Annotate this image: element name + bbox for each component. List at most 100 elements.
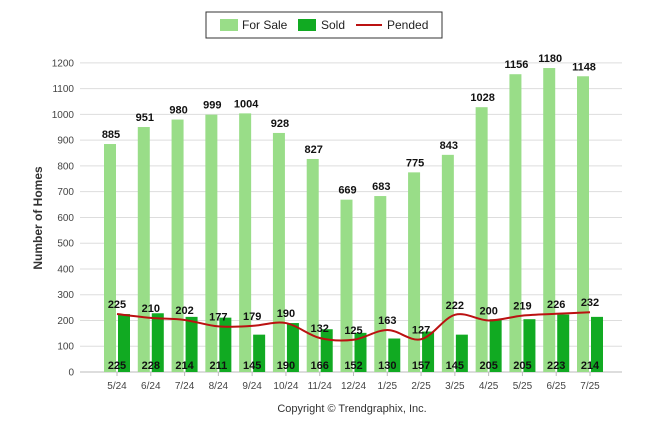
x-tick-label: 6/25 — [546, 381, 566, 392]
data-label-sold: 190 — [277, 360, 295, 372]
data-label-pended: 179 — [243, 311, 261, 323]
bar-for-sale — [239, 113, 252, 372]
legend: For Sale Sold Pended — [205, 11, 443, 39]
x-tick-label: 10/24 — [273, 381, 298, 392]
bar-sold — [388, 338, 401, 372]
data-label-sold: 205 — [479, 360, 497, 372]
y-tick-label: 1100 — [52, 84, 74, 95]
x-tick-label: 9/24 — [242, 381, 262, 392]
data-label-pended: 226 — [547, 299, 565, 311]
bar-sold — [557, 314, 570, 372]
data-label-sold: 152 — [344, 360, 362, 372]
y-tick-label: 1000 — [52, 110, 75, 121]
y-tick-label: 300 — [57, 290, 74, 301]
data-label-pended: 219 — [513, 301, 531, 313]
legend-label-for-sale: For Sale — [242, 18, 288, 32]
data-label-sold: 157 — [412, 360, 430, 372]
data-label-pended: 125 — [344, 325, 362, 337]
y-tick-label: 0 — [68, 368, 74, 379]
data-label-pended: 222 — [446, 300, 464, 312]
bar-for-sale — [306, 158, 319, 372]
x-axis-ticks: 5/24 6/24 7/24 8/24 9/24 10/24 11/24 12/24 1/25 2… — [107, 372, 600, 392]
data-label-sold: 223 — [547, 360, 565, 372]
data-label-pended: 200 — [479, 305, 497, 317]
data-label-for-sale: 775 — [406, 157, 424, 169]
data-label-for-sale: 669 — [338, 185, 356, 197]
x-tick-label: 6/24 — [141, 381, 161, 392]
x-tick-label: 3/25 — [445, 381, 465, 392]
bar-for-sale — [441, 154, 454, 372]
bar-sold — [253, 334, 266, 372]
x-tick-label: 1/25 — [378, 381, 398, 392]
bar-for-sale — [543, 68, 556, 373]
data-label-for-sale: 843 — [440, 140, 458, 152]
bar-sold — [422, 331, 435, 372]
data-label-pended: 177 — [209, 311, 227, 323]
x-tick-label: 5/24 — [107, 381, 127, 392]
data-label-for-sale: 885 — [102, 129, 120, 141]
x-tick-label: 5/25 — [513, 381, 533, 392]
y-tick-label: 500 — [57, 239, 74, 250]
bar-for-sale — [205, 114, 218, 373]
y-axis-title: Number of Homes — [31, 166, 45, 270]
x-tick-label: 12/24 — [341, 381, 366, 392]
bar-for-sale — [374, 196, 387, 372]
bar-sold — [151, 313, 164, 372]
bar-for-sale — [272, 132, 285, 372]
y-tick-label: 400 — [57, 264, 74, 275]
copyright-text: Copyright © Trendgraphix, Inc. — [277, 403, 426, 415]
data-label-for-sale: 1004 — [234, 98, 259, 110]
data-label-pended: 127 — [412, 324, 430, 336]
data-label-sold: 130 — [378, 360, 396, 372]
bar-for-sale — [137, 127, 150, 372]
legend-box — [205, 11, 443, 39]
y-axis-ticks: 0 100 200 300 400 500 600 700 800 900 1000 1100 1200 — [52, 58, 75, 378]
bar-for-sale — [408, 172, 421, 372]
gridlines — [80, 62, 622, 373]
data-label-for-sale: 928 — [271, 118, 289, 130]
data-label-sold: 145 — [446, 360, 464, 372]
data-label-sold: 145 — [243, 360, 261, 372]
legend-label-pended: Pended — [387, 18, 428, 32]
bar-sold — [354, 332, 367, 372]
legend-swatch-for-sale — [220, 19, 238, 31]
bar-sold — [185, 316, 198, 372]
data-label-pended: 202 — [175, 305, 193, 317]
legend-label-sold: Sold — [321, 18, 345, 32]
bar-for-sale — [340, 199, 353, 372]
x-tick-label: 7/24 — [175, 381, 195, 392]
pended-line — [116, 311, 591, 342]
data-label-for-sale: 951 — [136, 112, 154, 124]
data-label-for-sale: 1180 — [538, 53, 562, 65]
data-label-pended: 210 — [142, 303, 160, 315]
data-label-pended: 225 — [108, 299, 126, 311]
pended-line-path — [116, 311, 591, 342]
y-tick-label: 800 — [57, 161, 74, 172]
data-labels: 885 225 225 951 210 228 980 202 214 999 177 211 1004… — [102, 53, 600, 372]
bar-sold — [118, 314, 130, 372]
data-label-for-sale: 1148 — [572, 61, 596, 73]
data-label-for-sale: 683 — [372, 181, 390, 193]
data-label-sold: 214 — [175, 360, 194, 372]
x-tick-label: 11/24 — [308, 381, 333, 392]
bar-for-sale — [577, 76, 589, 372]
y-tick-label: 700 — [57, 187, 74, 198]
bar-sold — [489, 319, 502, 372]
x-tick-label: 7/25 — [580, 381, 600, 392]
data-label-for-sale: 1028 — [470, 92, 494, 104]
bar-sold — [455, 334, 468, 372]
bar-sold — [523, 319, 536, 372]
y-tick-label: 200 — [57, 316, 74, 327]
data-label-sold: 211 — [209, 360, 227, 372]
data-label-sold: 214 — [581, 360, 600, 372]
y-tick-label: 600 — [57, 213, 74, 224]
y-tick-label: 1200 — [52, 58, 75, 69]
y-tick-label: 100 — [57, 342, 74, 353]
data-label-sold: 205 — [513, 360, 531, 372]
data-label-sold: 166 — [311, 360, 329, 372]
x-tick-label: 8/24 — [209, 381, 229, 392]
bar-sold — [286, 323, 299, 372]
x-tick-label: 2/25 — [411, 381, 431, 392]
